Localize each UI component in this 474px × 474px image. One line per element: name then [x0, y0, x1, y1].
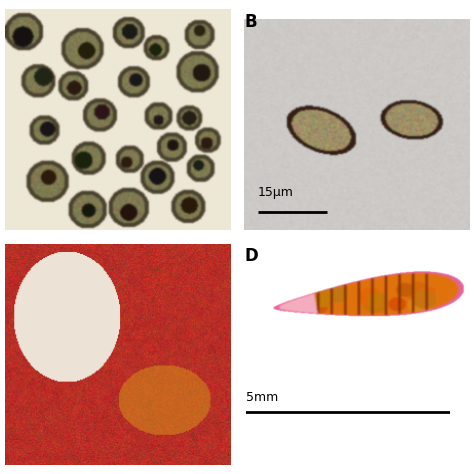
Text: D: D [244, 247, 258, 265]
Text: B: B [244, 13, 257, 31]
Text: 15μm: 15μm [258, 186, 293, 199]
Text: 5mm: 5mm [246, 391, 279, 404]
